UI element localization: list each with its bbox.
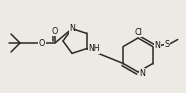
- Text: NH: NH: [89, 44, 100, 53]
- Text: N: N: [139, 69, 145, 77]
- Text: Cl: Cl: [134, 28, 142, 36]
- Text: S: S: [164, 40, 169, 49]
- Text: N: N: [69, 24, 75, 33]
- Text: O: O: [39, 39, 45, 48]
- Text: O: O: [52, 27, 58, 36]
- Text: N: N: [155, 41, 161, 50]
